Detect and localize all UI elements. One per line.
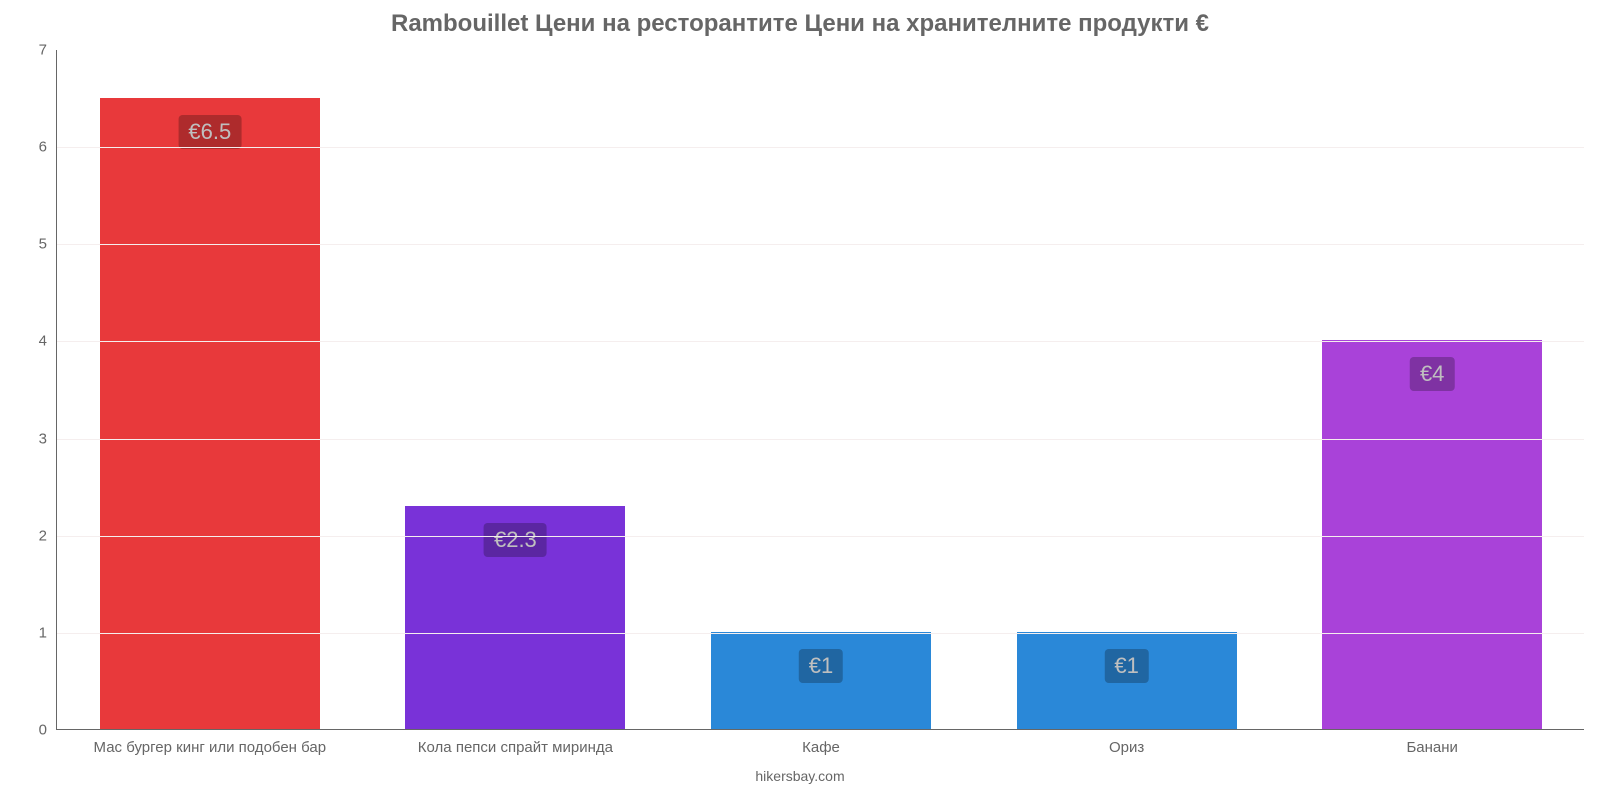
gridline <box>57 536 1584 537</box>
bar-value-label: €2.3 <box>484 523 547 557</box>
y-tick-label: 2 <box>27 527 47 544</box>
gridline <box>57 439 1584 440</box>
bar-value-label: €6.5 <box>178 115 241 149</box>
y-tick-label: 0 <box>27 722 47 739</box>
y-tick-label: 1 <box>27 624 47 641</box>
y-tick-label: 5 <box>27 236 47 253</box>
y-tick-label: 7 <box>27 42 47 59</box>
bar: €2.3 <box>405 506 625 729</box>
y-tick-label: 4 <box>27 333 47 350</box>
gridline <box>57 341 1584 342</box>
bar-value-label: €4 <box>1410 357 1454 391</box>
x-tick-label: Мас бургер кинг или подобен бар <box>94 739 327 756</box>
bar: €6.5 <box>100 98 320 729</box>
price-bar-chart: Rambouillet Цени на ресторантите Цени на… <box>0 0 1600 800</box>
y-tick-label: 3 <box>27 430 47 447</box>
chart-footer: hikersbay.com <box>0 768 1600 784</box>
bar-value-label: €1 <box>1104 649 1148 683</box>
y-tick-label: 6 <box>27 139 47 156</box>
x-tick-label: Банани <box>1406 739 1457 756</box>
x-tick-label: Ориз <box>1109 739 1144 756</box>
x-tick-label: Кафе <box>802 739 840 756</box>
gridline <box>57 633 1584 634</box>
bar-value-label: €1 <box>799 649 843 683</box>
bar: €1 <box>711 632 931 729</box>
gridline <box>57 147 1584 148</box>
x-tick-label: Кола пепси спрайт миринда <box>418 739 613 756</box>
bars-container: €6.5 €2.3 €1 €1 €4 <box>57 50 1584 729</box>
gridline <box>57 244 1584 245</box>
chart-title: Rambouillet Цени на ресторантите Цени на… <box>0 0 1600 38</box>
bar: €1 <box>1017 632 1237 729</box>
plot-area: €6.5€2.3€1€1€4 01234567Мас бургер кинг и… <box>56 50 1584 730</box>
